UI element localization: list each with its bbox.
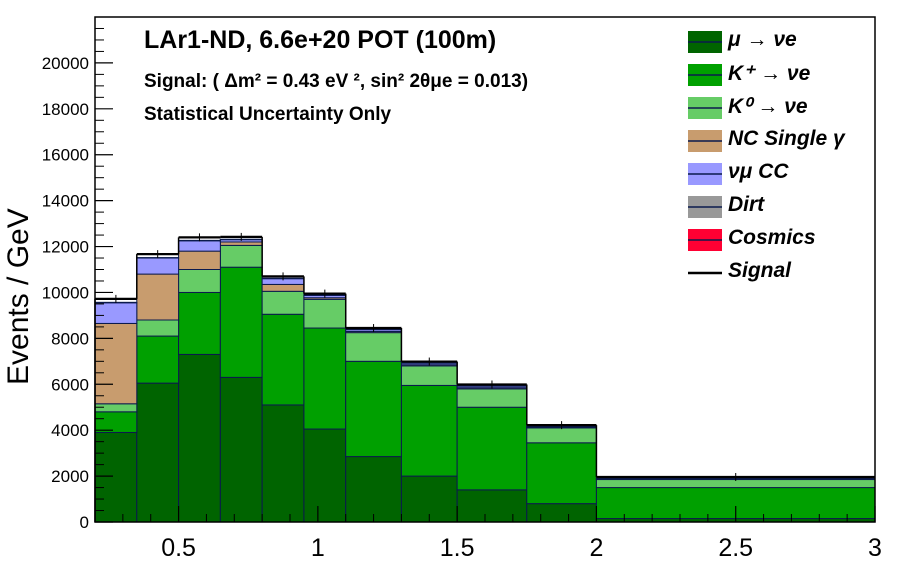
x-axis: 0.5 1 1.5 2 2.5 3 [94, 506, 882, 562]
bar-2-6 [345, 332, 402, 362]
legend-label-kplus-nue: K⁺ → νe [728, 62, 811, 85]
bar-0-9 [526, 503, 597, 523]
x-tick-label: 3 [868, 534, 882, 562]
legend-label-numu-cc: νμ CC [728, 160, 789, 183]
bar-2-0 [94, 403, 138, 413]
uncertainty-annotation: Statistical Uncertainty Only [144, 104, 392, 125]
bar-2-9 [526, 427, 597, 444]
legend-label-cosmics: Cosmics [728, 226, 816, 249]
bar-4-1 [136, 257, 180, 275]
y-tick-label: 6000 [51, 375, 89, 394]
bar-1-5 [303, 327, 347, 430]
bar-1-6 [345, 360, 402, 458]
bar-2-3 [219, 244, 263, 268]
bar-0-1 [136, 382, 180, 523]
x-tick-label: 2 [589, 534, 603, 562]
signal-annotation: Signal: ( Δm² = 0.43 eV ², sin² 2θμe = 0… [144, 71, 529, 92]
bar-0-4 [261, 404, 305, 523]
y-tick-label: 2000 [51, 467, 89, 486]
y-tick-label: 8000 [51, 329, 89, 348]
bar-1-3 [219, 266, 263, 378]
y-tick-label: 20000 [42, 54, 89, 73]
legend-swatches [688, 31, 722, 275]
y-tick-label: 12000 [42, 238, 89, 257]
y-axis-label: Events / GeV [2, 208, 35, 385]
x-tick-label: 0.5 [161, 534, 196, 562]
bar-0-5 [303, 428, 347, 523]
bar-1-1 [136, 335, 180, 384]
legend-label-dirt: Dirt [728, 193, 765, 216]
y-tick-label: 10000 [42, 283, 89, 302]
bar-0-2 [178, 353, 221, 523]
bar-2-2 [178, 269, 221, 293]
bar-0-8 [456, 489, 528, 523]
bar-2-1 [136, 319, 180, 337]
bar-1-9 [526, 442, 597, 505]
chart-title: LAr1-ND, 6.6e+20 POT (100m) [144, 26, 497, 54]
bar-1-4 [261, 313, 305, 406]
bar-2-7 [400, 365, 458, 386]
bar-3-2 [178, 250, 221, 271]
bar-1-7 [400, 384, 458, 477]
histogram-bars [94, 238, 876, 523]
bar-1-8 [456, 406, 528, 491]
y-tick-label: 16000 [42, 146, 89, 165]
x-tick-label: 1 [311, 534, 325, 562]
y-tick-label: 4000 [51, 421, 89, 440]
legend-label-nc-single-gamma: NC Single γ [728, 127, 845, 150]
legend-label-signal: Signal [728, 259, 792, 282]
bar-4-2 [178, 240, 221, 252]
y-tick-label: 18000 [42, 100, 89, 119]
x-tick-label: 1.5 [440, 534, 475, 562]
legend-label-mu-nue: μ → νe [728, 28, 797, 51]
bar-3-1 [136, 273, 180, 321]
bar-1-0 [94, 411, 138, 433]
y-tick-label: 0 [80, 513, 89, 532]
bar-3-4 [261, 283, 305, 292]
bar-0-6 [345, 456, 402, 523]
bar-4-0 [94, 302, 138, 324]
y-axis: 0 2000 4000 6000 8000 10000 12000 14000 16000 180… [42, 27, 113, 532]
x-tick-label: 2.5 [718, 534, 753, 562]
bar-2-8 [456, 388, 528, 408]
bar-0-3 [219, 376, 263, 523]
bar-2-5 [303, 298, 347, 329]
bar-2-4 [261, 290, 305, 315]
legend-label-k0-nue: K⁰ → νe [728, 95, 808, 118]
bar-0-0 [94, 431, 138, 523]
y-tick-label: 14000 [42, 192, 89, 211]
bar-3-0 [94, 322, 138, 405]
bar-1-2 [178, 291, 221, 355]
bar-3-3 [219, 241, 263, 246]
